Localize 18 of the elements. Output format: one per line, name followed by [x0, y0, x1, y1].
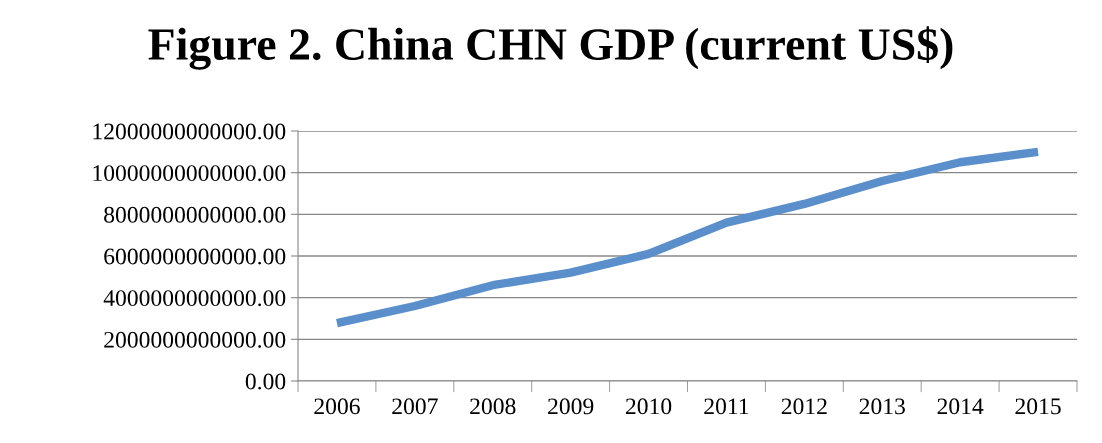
x-tick-label: 2013	[859, 398, 905, 415]
x-tick-label: 2007	[392, 398, 438, 415]
x-tick-label: 2014	[937, 398, 984, 415]
y-tick-label: 0.00	[245, 373, 286, 390]
y-tick-label: 8000000000000.00	[104, 206, 286, 223]
y-tick-label: 2000000000000.00	[104, 331, 286, 348]
y-tick-label: 4000000000000.00	[103, 290, 286, 307]
x-tick-label: 2012	[781, 398, 827, 415]
x-tick-label: 2015	[1015, 398, 1061, 415]
x-tick-label: 2009	[548, 398, 594, 415]
y-tick-label: 10000000000000.00	[93, 165, 286, 182]
y-tick-label: 12000000000000.00	[93, 123, 286, 140]
x-tick-label: 2006	[314, 398, 360, 415]
y-tick-label: 6000000000000.00	[104, 248, 286, 265]
x-tick-label: 2010	[625, 398, 672, 415]
x-tick-label: 2011	[704, 398, 749, 415]
x-tick-label: 2008	[470, 398, 516, 415]
chart-title: Figure 2. China CHN GDP (current US$)	[148, 26, 953, 70]
